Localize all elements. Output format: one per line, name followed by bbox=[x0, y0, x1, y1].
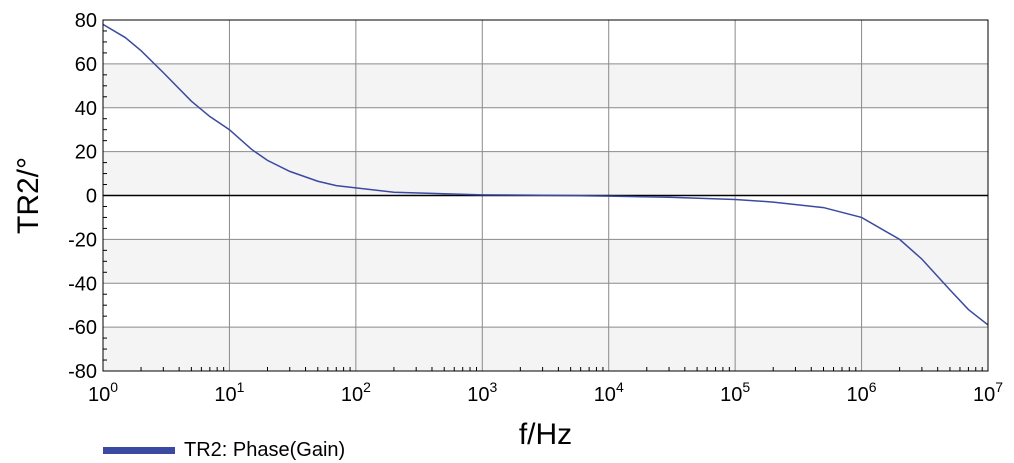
x-tick-label: 101 bbox=[214, 379, 244, 406]
plot-band bbox=[103, 195, 988, 240]
plot-band bbox=[103, 20, 988, 64]
plot-frame bbox=[102, 19, 989, 372]
y-tick-label: -80 bbox=[68, 361, 97, 383]
y-tick-label: -40 bbox=[68, 273, 97, 295]
plot-band bbox=[103, 327, 988, 371]
y-tick-label: -20 bbox=[68, 229, 97, 251]
y-tick-label: 40 bbox=[75, 98, 97, 120]
y-axis-title: TR2/° bbox=[12, 157, 45, 234]
x-tick-label: 102 bbox=[341, 379, 371, 406]
y-tick-label: 80 bbox=[75, 10, 97, 32]
x-tick-label: 106 bbox=[847, 379, 877, 406]
plot-background-bands bbox=[103, 20, 988, 371]
plot-band bbox=[103, 151, 988, 196]
series-line-phase-gain bbox=[102, 23, 989, 326]
plot-band bbox=[103, 239, 988, 284]
legend-swatch bbox=[103, 447, 175, 454]
x-tick-labels: 100 101 102 103 104 105 106 107 bbox=[88, 379, 1003, 406]
x-tick-label: 107 bbox=[973, 379, 1003, 406]
y-tick-label: 60 bbox=[75, 54, 97, 76]
plot-band bbox=[103, 63, 988, 108]
y-tick-label: -60 bbox=[68, 317, 97, 339]
x-axis-title: f/Hz bbox=[519, 418, 572, 451]
y-tick-label: 0 bbox=[86, 186, 97, 208]
minor-ticks bbox=[103, 30, 983, 371]
x-tick-label: 104 bbox=[594, 379, 624, 406]
x-tick-label: 103 bbox=[467, 379, 497, 406]
plot-band bbox=[103, 107, 988, 152]
plot-band bbox=[103, 283, 988, 328]
legend: TR2: Phase(Gain) bbox=[103, 439, 345, 461]
x-tick-label: 100 bbox=[88, 379, 118, 406]
y-tick-labels: 80 60 40 20 0 -20 -40 -60 -80 bbox=[68, 10, 97, 383]
x-tick-label: 105 bbox=[720, 379, 750, 406]
y-tick-label: 20 bbox=[75, 142, 97, 164]
legend-label: TR2: Phase(Gain) bbox=[184, 439, 345, 461]
